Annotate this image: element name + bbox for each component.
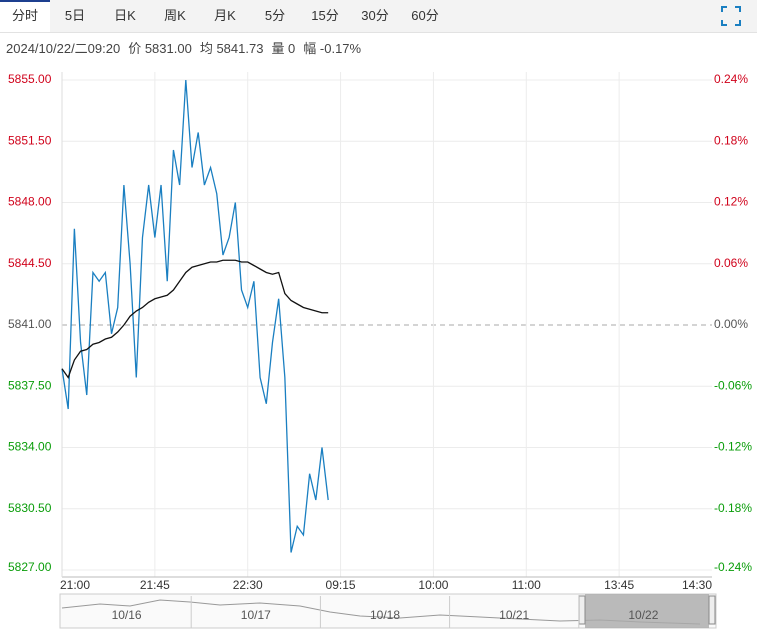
x-tick-label: 21:45 (140, 578, 170, 592)
tab[interactable]: 月K (214, 8, 236, 23)
info-item: 均 5841.73 (199, 41, 264, 56)
navigator-date: 10/22 (628, 608, 658, 622)
y2-tick-label: -0.18% (714, 501, 752, 515)
navigator-date: 10/17 (241, 608, 271, 622)
series-line (61, 79, 329, 553)
navigator-handle[interactable] (708, 595, 716, 625)
x-tick-label: 22:30 (233, 578, 263, 592)
navigator-date: 10/16 (112, 608, 142, 622)
y-tick-label: 5827.00 (8, 560, 52, 574)
y-tick-label: 5830.50 (8, 501, 52, 515)
tab[interactable]: 日K (114, 8, 136, 23)
icon-path (721, 6, 741, 26)
y-tick-label: 5848.00 (8, 195, 52, 209)
info-item: 幅 -0.17% (303, 41, 362, 56)
series-line (61, 259, 329, 379)
y2-tick-label: 0.18% (714, 133, 748, 147)
y-tick-label: 5851.50 (8, 133, 52, 147)
navigator-date: 10/18 (370, 608, 400, 622)
info-item: 2024/10/22/二09:20 (6, 41, 121, 56)
tab[interactable]: 60分 (411, 8, 439, 23)
y2-tick-label: -0.06% (714, 378, 752, 392)
navigator-handle[interactable] (578, 595, 586, 625)
y2-tick-label: 0.00% (714, 317, 748, 331)
x-tick-label: 13:45 (604, 578, 634, 592)
x-tick-label: 11:00 (512, 578, 541, 592)
navigator-sparkline (61, 599, 701, 625)
y2-tick-label: -0.24% (714, 560, 752, 574)
y-tick-label: 5837.50 (8, 378, 52, 392)
tab[interactable]: 5日 (64, 8, 86, 23)
tab[interactable]: 分时 (0, 0, 50, 32)
y-tick-label: 5855.00 (8, 72, 52, 86)
navigator-selection[interactable] (585, 594, 709, 628)
y2-tick-label: 0.12% (714, 195, 748, 209)
x-tick-label: 21:00 (60, 578, 90, 592)
tab[interactable]: 30分 (361, 8, 389, 23)
tab-bar: 分时 5日 日K 周K 月K 5分 15分 30分 60分 (0, 0, 757, 33)
navigator-date: 10/21 (499, 608, 529, 622)
tab[interactable]: 周K (164, 8, 186, 23)
x-tick-label: 09:15 (326, 578, 356, 592)
plot-grid (62, 72, 712, 577)
y-tick-label: 5844.50 (8, 256, 52, 270)
y-tick-label: 5841.00 (8, 317, 52, 331)
y-tick-label: 5834.00 (8, 440, 52, 454)
y2-tick-label: -0.12% (714, 440, 752, 454)
y2-tick-label: 0.24% (714, 72, 748, 86)
x-tick-label: 14:30 (682, 578, 712, 592)
x-tick-label: 10:00 (418, 578, 448, 592)
info-item: 价 5831.00 (128, 41, 192, 56)
info-item: 量 0 (271, 41, 296, 56)
tab[interactable]: 5分 (264, 8, 286, 23)
info-bar: 2024/10/22/二09:20 价 5831.00 均 5841.73 量 0 幅 … (6, 38, 369, 57)
y2-tick-label: 0.06% (714, 256, 748, 270)
fullscreen-icon[interactable] (721, 6, 741, 26)
tab[interactable]: 15分 (311, 8, 339, 23)
